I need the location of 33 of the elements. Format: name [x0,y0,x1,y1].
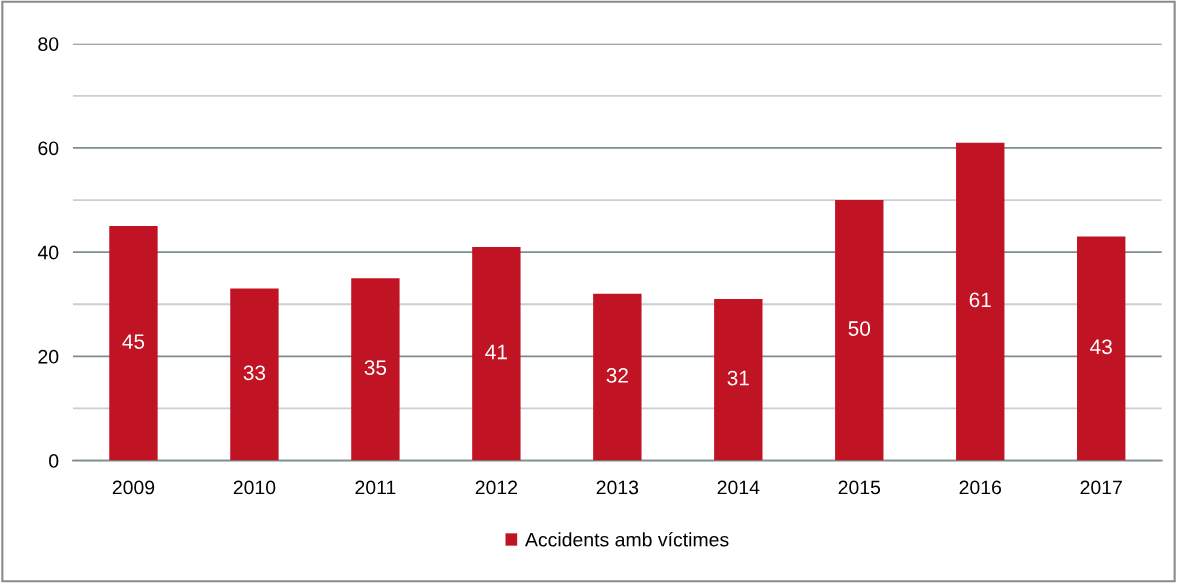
data-label: 41 [485,344,507,360]
x-tick-label: 2013 [596,480,639,495]
data-label: 43 [1090,339,1112,355]
bar [1077,236,1126,461]
x-tick-label: 2017 [1080,480,1122,495]
x-tick-label: 2009 [112,480,155,495]
x-tick-label: 2015 [838,480,881,495]
bar [714,299,763,461]
data-label: 50 [848,321,871,336]
x-tick-label: 2016 [959,480,1002,495]
x-tick-label: 2014 [717,480,760,495]
bar [835,200,884,461]
x-tick-label: 2012 [475,480,518,495]
data-label: 45 [122,334,145,349]
bar [472,246,521,461]
bar [593,293,642,461]
y-tick-label: 20 [38,349,59,364]
x-tick-label: 2010 [233,480,276,495]
x-tick-label: 2011 [355,480,396,495]
y-tick-label: 80 [38,37,59,51]
bar [109,226,158,461]
bar [956,142,1005,461]
data-label: 61 [969,292,991,308]
bar [230,288,279,461]
legend-label: Accidents amb víctimes [524,532,729,547]
data-label: 33 [243,365,266,381]
y-tick-label: 60 [38,141,59,156]
data-label: 35 [364,360,387,375]
y-tick-label: 40 [37,245,59,260]
data-label: 32 [606,368,628,383]
y-tick-label: 0 [49,454,59,468]
bar [351,278,400,461]
data-label: 31 [727,370,749,386]
